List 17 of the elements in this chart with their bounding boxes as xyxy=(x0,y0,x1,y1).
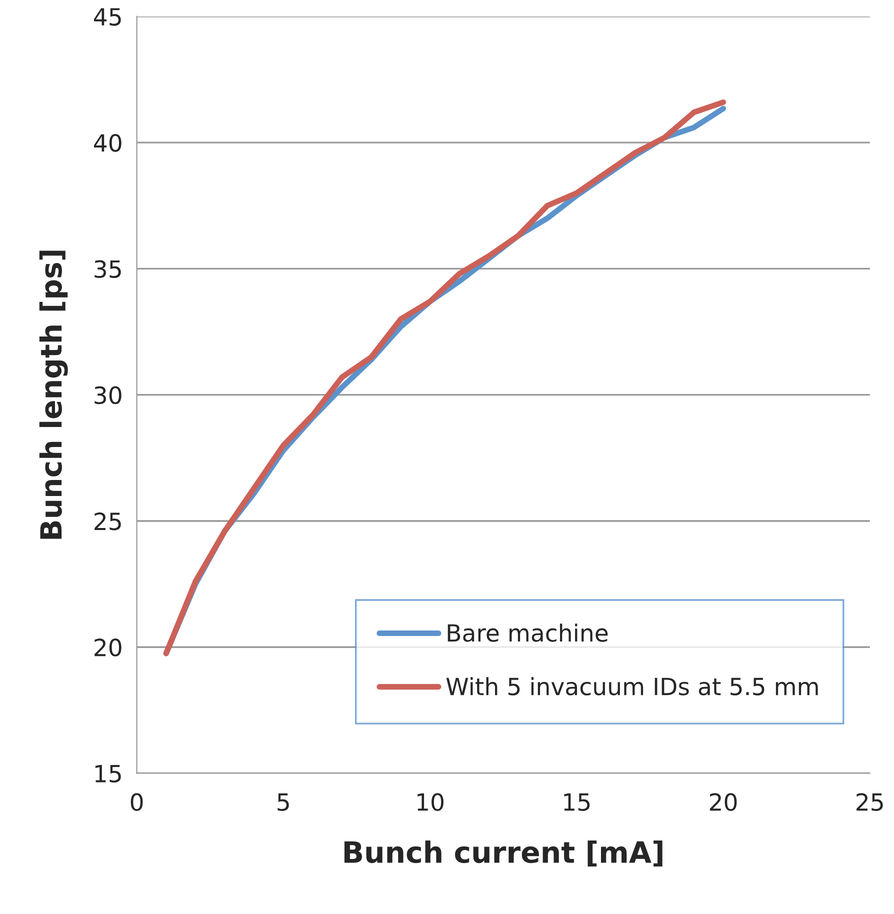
y-tick-label: 45 xyxy=(94,8,121,26)
y-tick-label: 15 xyxy=(95,765,121,783)
legend-label: With 5 invacuum IDs at 5.5 mm xyxy=(446,677,818,696)
x-tick-label: 25 xyxy=(856,793,883,811)
y-tick-label: 40 xyxy=(94,134,122,152)
y-tick-label: 25 xyxy=(94,512,121,530)
y-tick-label: 20 xyxy=(94,638,122,656)
legend-label: Bare machine xyxy=(448,624,608,642)
x-axis-title: Bunch current [mA] xyxy=(344,840,662,867)
y-tick-label: 30 xyxy=(94,386,122,404)
x-tick-label: 10 xyxy=(418,793,444,811)
x-tick-label: 0 xyxy=(130,793,143,811)
y-axis-title: Bunch length [ps] xyxy=(39,250,68,539)
y-tick-label: 35 xyxy=(94,260,121,278)
x-tick-label: 5 xyxy=(278,793,289,811)
x-tick-label: 20 xyxy=(710,793,737,811)
x-tick-label: 15 xyxy=(564,793,590,811)
